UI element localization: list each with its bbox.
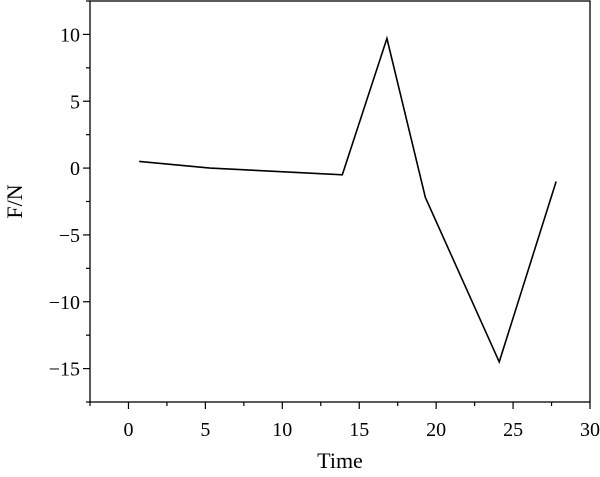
x-tick-label: 30 (580, 419, 600, 441)
x-axis: 0 5 10 15 20 25 30 (89, 402, 600, 441)
x-tick-label: 10 (272, 419, 292, 441)
y-axis-label: F/N (2, 184, 27, 218)
x-axis-label: Time (317, 448, 363, 473)
plot-frame (89, 0, 591, 403)
x-tick-label: 15 (349, 419, 369, 441)
y-tick-label: −15 (49, 359, 80, 381)
y-tick-label: −10 (49, 292, 80, 314)
y-axis: 10 5 0 −5 −10 −15 (49, 0, 90, 403)
y-tick-label: 10 (60, 24, 80, 46)
plot-border (89, 0, 591, 403)
y-tick-label: −5 (59, 225, 80, 247)
series-group (139, 35, 557, 365)
x-tick-label: 25 (503, 419, 523, 441)
y-tick-label: 0 (70, 158, 80, 180)
x-tick-label: 5 (200, 419, 210, 441)
y-tick-label: 5 (70, 91, 80, 113)
x-tick-label: 20 (426, 419, 446, 441)
series-line (139, 35, 557, 365)
x-tick-label: 0 (123, 419, 133, 441)
